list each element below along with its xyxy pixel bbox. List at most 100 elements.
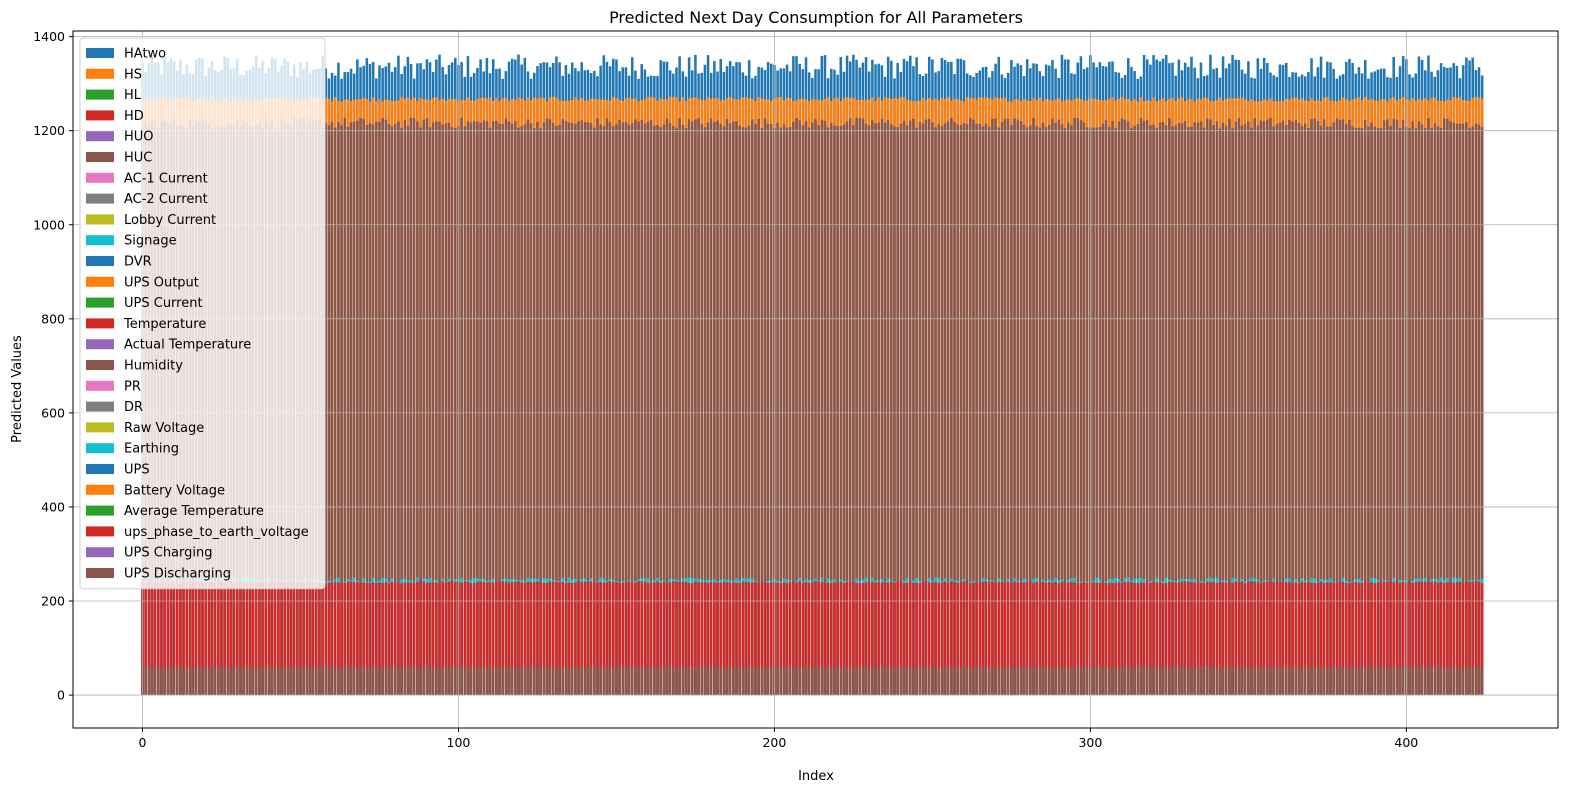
bar	[760, 581, 764, 696]
bar	[880, 666, 884, 696]
legend-label: Average Temperature	[124, 504, 264, 519]
bar	[1041, 122, 1045, 696]
bar	[1449, 666, 1452, 696]
bar	[1316, 121, 1320, 696]
bar	[1117, 121, 1121, 696]
bar	[602, 582, 606, 696]
bar	[634, 667, 637, 696]
bar	[719, 667, 722, 696]
bar	[820, 581, 824, 696]
bar	[419, 667, 422, 696]
bar	[207, 667, 211, 696]
bar	[833, 582, 836, 696]
bar	[1114, 128, 1117, 696]
bar	[716, 120, 719, 696]
legend-item: HD	[86, 109, 144, 124]
bar	[368, 582, 372, 696]
bar	[1051, 667, 1054, 696]
bar	[321, 666, 324, 696]
bar	[1218, 666, 1222, 696]
bar	[422, 119, 425, 696]
bar	[1310, 118, 1313, 696]
bar	[296, 583, 299, 696]
bar	[1145, 581, 1149, 696]
bar	[1168, 118, 1171, 696]
bar	[258, 666, 261, 696]
bar	[1379, 582, 1383, 696]
bar	[1003, 667, 1007, 696]
bar	[191, 581, 195, 696]
bar	[694, 666, 697, 696]
y-tick-label: 1000	[33, 217, 65, 232]
bar	[1187, 127, 1190, 696]
bar	[533, 667, 536, 696]
legend-label: UPS	[124, 463, 150, 478]
bar	[469, 666, 473, 696]
bar	[1474, 581, 1478, 696]
bar	[523, 582, 527, 696]
bar	[517, 667, 520, 696]
bar	[593, 127, 596, 696]
bar	[1060, 124, 1064, 696]
bar	[1136, 123, 1140, 696]
bar	[697, 666, 700, 696]
bar	[514, 667, 517, 696]
bar	[890, 667, 893, 696]
bar	[542, 666, 546, 696]
bar	[1104, 666, 1108, 696]
bar	[435, 121, 438, 696]
bar	[1303, 582, 1307, 696]
bar	[630, 667, 634, 696]
bar	[1228, 666, 1231, 696]
bar	[1442, 583, 1446, 696]
bar	[988, 126, 991, 696]
bar	[1218, 581, 1222, 696]
bar	[934, 127, 937, 696]
bar	[1127, 121, 1130, 696]
bar	[1145, 120, 1149, 696]
bar	[956, 667, 959, 696]
bar	[1206, 581, 1209, 696]
x-tick-label: 300	[1078, 735, 1102, 750]
bar	[615, 667, 618, 696]
bar	[1452, 582, 1455, 696]
bar	[770, 581, 773, 696]
bar	[1247, 667, 1250, 696]
bar	[586, 667, 590, 696]
bar	[204, 582, 207, 696]
series-ups-discharging	[141, 666, 1484, 696]
bar	[558, 667, 561, 696]
tick-labels: 0 100 200 300 400 0 200 400 600 800 1000 1200 1400	[33, 29, 1418, 750]
bar	[656, 125, 659, 696]
bar	[630, 581, 634, 696]
bar	[972, 667, 975, 696]
bar	[770, 667, 773, 696]
bar	[1272, 667, 1275, 696]
bar	[943, 666, 947, 696]
bar	[450, 581, 454, 696]
bar	[962, 666, 966, 696]
bar	[605, 118, 609, 696]
plot-area: 0 100 200 300 400 0 200 400 600 800 1000 1200 1400 HA…	[33, 29, 1559, 750]
bar	[1161, 121, 1165, 696]
bar	[716, 667, 719, 696]
bar	[406, 667, 410, 696]
bar	[1168, 667, 1171, 696]
bar	[706, 666, 710, 696]
bar	[1092, 582, 1095, 696]
bar	[994, 118, 997, 696]
bar	[732, 666, 735, 696]
bar	[959, 581, 963, 696]
bar	[946, 121, 950, 696]
bar	[1038, 582, 1042, 696]
bar	[912, 582, 915, 696]
bar	[760, 667, 764, 696]
bar	[1095, 667, 1098, 696]
bar	[1010, 582, 1013, 696]
bar	[352, 582, 356, 696]
bar	[681, 581, 685, 696]
bar	[1202, 582, 1206, 696]
bar	[747, 582, 751, 696]
bar	[315, 667, 318, 696]
bar	[1338, 581, 1342, 696]
